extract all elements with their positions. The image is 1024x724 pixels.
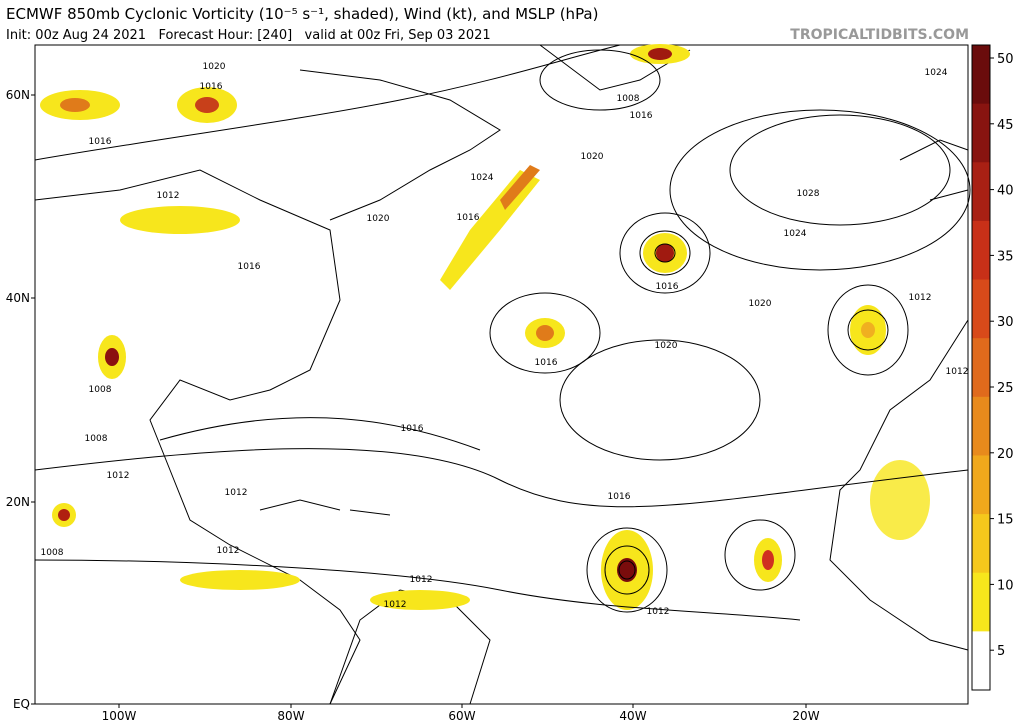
colorbar: 50 45 40 35 30 25 20 15 10 5 xyxy=(971,44,1014,691)
colorbar-label: 35 xyxy=(997,249,1014,264)
lat-label: 20N xyxy=(6,495,30,509)
isobar-label: 1012 xyxy=(217,546,240,556)
vorticity-shading xyxy=(40,44,930,610)
colorbar-swatch xyxy=(972,396,990,456)
isobar-label: 1020 xyxy=(367,214,390,224)
colorbar-swatch xyxy=(972,572,990,632)
colorbar-label: 10 xyxy=(997,578,1014,593)
lat-label: 40N xyxy=(6,291,30,305)
coastline xyxy=(539,44,691,91)
isobar-label: 1016 xyxy=(200,82,223,92)
colorbar-swatch xyxy=(972,455,990,515)
isobar-label: 1008 xyxy=(89,385,112,395)
isobar-label: 1008 xyxy=(41,548,64,558)
subtitle: Init: 00z Aug 24 2021 Forecast Hour: [24… xyxy=(6,28,491,43)
colorbar-swatch xyxy=(972,514,990,574)
isobar-label: 1012 xyxy=(225,488,248,498)
colorbar-label: 5 xyxy=(997,644,1005,659)
isobar-label: 1016 xyxy=(457,213,480,223)
colorbar-label: 50 xyxy=(997,52,1014,67)
colorbar-label: 30 xyxy=(997,315,1014,330)
colorbar-label: 20 xyxy=(997,447,1014,462)
colorbar-label: 40 xyxy=(997,184,1014,199)
colorbar-label: 25 xyxy=(997,381,1014,396)
coastline xyxy=(829,319,969,651)
isobar-label: 1012 xyxy=(410,575,433,585)
isobar-label: 1012 xyxy=(946,367,969,377)
isobar-label: 1020 xyxy=(655,341,678,351)
colorbar-swatch xyxy=(972,45,990,105)
isobar-label: 1012 xyxy=(107,471,130,481)
colorbar-swatch xyxy=(972,338,990,398)
island xyxy=(259,499,391,516)
isobar-label: 1016 xyxy=(630,111,653,121)
map: 60N 40N 20N EQ 100W 80W 60W 40W 20W 1020 1016 1016 1… xyxy=(6,44,971,723)
colorbar-swatch xyxy=(972,220,990,281)
isobar-label: 1028 xyxy=(797,189,820,199)
isobar-label: 1016 xyxy=(656,282,679,292)
colorbar-swatch xyxy=(972,279,990,339)
isobar-label: 1012 xyxy=(384,600,407,610)
isobars xyxy=(34,44,971,621)
coastline xyxy=(34,169,361,705)
isobar-label: 1024 xyxy=(471,173,494,183)
coastline xyxy=(299,69,501,221)
isobar-label: 1012 xyxy=(647,607,670,617)
isobar-label: 1020 xyxy=(581,152,604,162)
lat-label: EQ xyxy=(13,697,30,711)
lon-label: 40W xyxy=(619,709,646,723)
isobar-label: 1008 xyxy=(617,94,640,104)
isobar-label: 1020 xyxy=(749,299,772,309)
isobar-label: 1012 xyxy=(157,191,180,201)
colorbar-swatch xyxy=(972,631,990,691)
isobar-label: 1012 xyxy=(909,293,932,303)
lat-label: 60N xyxy=(6,88,30,102)
colorbar-label: 15 xyxy=(997,513,1014,528)
isobar-label: 1020 xyxy=(203,62,226,72)
isobar-label: 1024 xyxy=(784,229,807,239)
colorbar-swatch xyxy=(972,162,990,222)
isobar-label: 1024 xyxy=(925,68,948,78)
lon-label: 80W xyxy=(277,709,304,723)
isobar-label: 1016 xyxy=(401,424,424,434)
source: TROPICALTIDBITS.COM xyxy=(790,27,969,43)
lon-label: 20W xyxy=(792,709,819,723)
isobar-label: 1016 xyxy=(608,492,631,502)
lon-label: 100W xyxy=(102,709,137,723)
colorbar-frame xyxy=(971,44,991,691)
colorbar-swatch xyxy=(972,103,990,163)
isobar-label: 1016 xyxy=(238,262,261,272)
map-frame xyxy=(34,44,969,705)
coastline xyxy=(899,139,969,201)
colorbar-label: 45 xyxy=(997,118,1014,133)
isobar-label: 1008 xyxy=(85,434,108,444)
isobar-label: 1016 xyxy=(535,358,558,368)
lon-label: 60W xyxy=(448,709,475,723)
isobar-label: 1016 xyxy=(89,137,112,147)
title: ECMWF 850mb Cyclonic Vorticity (10⁻⁵ s⁻¹… xyxy=(6,5,598,23)
